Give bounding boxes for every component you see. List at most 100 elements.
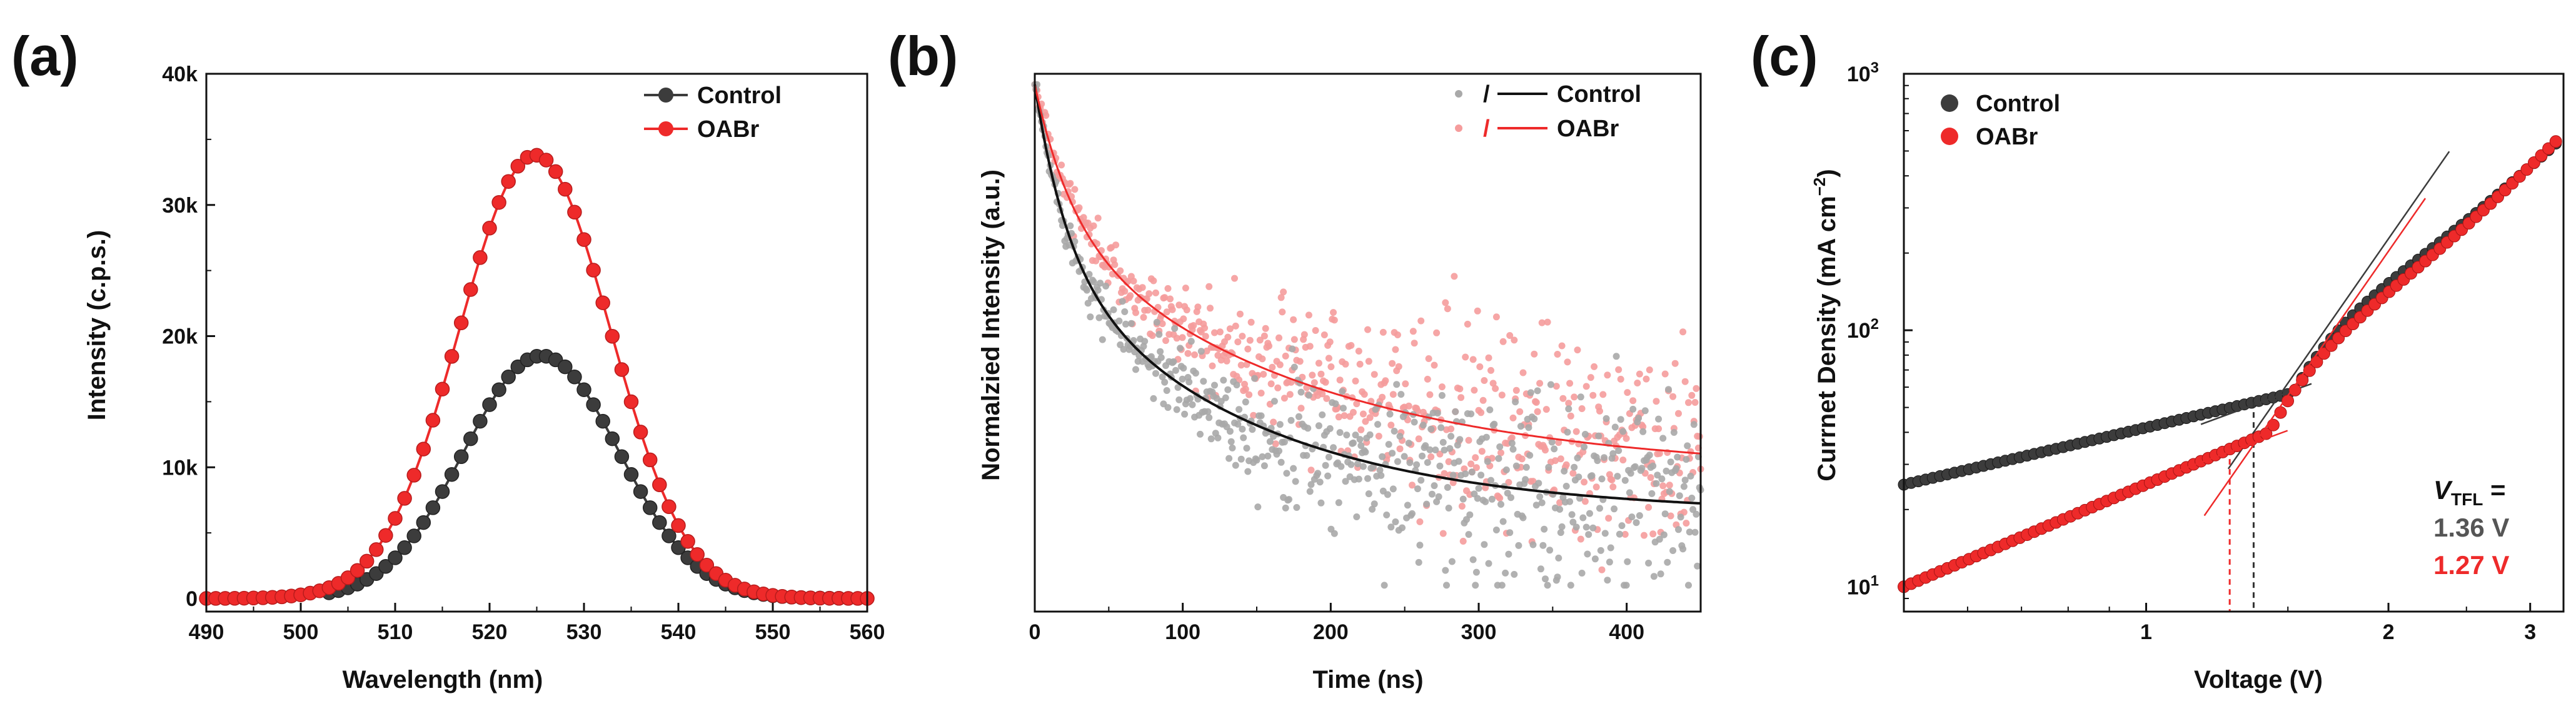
b-series-control-point bbox=[1415, 558, 1422, 566]
b-series-oabr-point bbox=[1173, 335, 1180, 342]
b-series-oabr-point bbox=[1534, 408, 1541, 415]
b-series-control-point bbox=[1122, 320, 1129, 328]
b-series-control-point bbox=[1611, 505, 1618, 513]
b-series-oabr-point bbox=[1191, 351, 1199, 358]
b-series-control-point bbox=[1266, 438, 1274, 445]
b-series-oabr-point bbox=[1389, 391, 1397, 398]
a-series-control-point bbox=[444, 466, 460, 482]
b-series-oabr-point bbox=[1392, 346, 1399, 353]
b-series-oabr-point bbox=[1444, 305, 1451, 313]
b-series-control-point bbox=[1635, 415, 1643, 422]
b-series-control-point bbox=[1459, 495, 1467, 503]
b-series-control-point bbox=[1404, 502, 1411, 509]
b-series-control-point bbox=[1656, 535, 1663, 543]
b-series-control-point bbox=[1676, 492, 1683, 500]
b-series-oabr-point bbox=[1655, 425, 1663, 433]
b-series-control-point bbox=[1631, 463, 1639, 470]
b-series-control-point bbox=[1287, 416, 1295, 424]
b-series-oabr-point bbox=[1162, 337, 1169, 345]
b-series-oabr-point bbox=[1482, 484, 1489, 492]
b-series-control-point bbox=[1541, 525, 1548, 533]
b-series-control-point bbox=[1401, 453, 1408, 460]
b-series-oabr-point bbox=[1207, 305, 1214, 312]
b-series-oabr-point bbox=[1342, 360, 1349, 368]
b-series-oabr-point bbox=[1169, 306, 1176, 313]
b-series-oabr-point bbox=[1216, 328, 1224, 336]
a-series-control-point bbox=[397, 540, 412, 555]
b-series-control-point bbox=[1251, 375, 1258, 382]
b-series-control-point bbox=[1214, 434, 1222, 441]
b-series-control-point bbox=[1205, 414, 1213, 421]
b-series-oabr-point bbox=[1336, 376, 1344, 384]
c-oabr-ohmic-fit-line bbox=[2176, 430, 2288, 472]
b-series-control-point bbox=[1472, 568, 1480, 576]
b-series-control-point bbox=[1664, 558, 1671, 566]
b-series-oabr-point bbox=[1152, 289, 1159, 296]
b-series-oabr-point bbox=[1379, 328, 1387, 336]
b-series-control-point bbox=[1243, 445, 1250, 452]
b-legend-oabr-label: OABr bbox=[1557, 116, 1619, 142]
a-series-oabr-point bbox=[473, 250, 488, 265]
b-series-control-point bbox=[1477, 472, 1485, 479]
b-series-control-point bbox=[1582, 523, 1590, 531]
b-series-control-point bbox=[1260, 462, 1268, 470]
a-series-control-point bbox=[482, 397, 497, 412]
a-series-oabr-point bbox=[605, 329, 620, 344]
b-series-oabr-point bbox=[1623, 435, 1630, 442]
b-x-tick-label: 200 bbox=[1313, 620, 1349, 644]
b-series-oabr-point bbox=[1472, 464, 1480, 472]
b-series-control-point bbox=[1187, 338, 1195, 345]
b-series-control-point bbox=[1547, 381, 1554, 388]
b-series-control-point bbox=[1285, 496, 1292, 503]
b-series-oabr-point bbox=[1609, 483, 1617, 491]
b-series-oabr-point bbox=[1431, 361, 1438, 369]
b-series-control-point bbox=[1432, 446, 1439, 453]
b-series-control-point bbox=[1277, 458, 1285, 466]
b-series-oabr-point bbox=[1505, 478, 1512, 486]
b-series-control-point bbox=[1342, 478, 1349, 485]
b-series-control-point bbox=[1132, 366, 1139, 373]
b-series-oabr-point bbox=[1646, 366, 1653, 373]
a-y-axis-title: Intensity (c.p.s.) bbox=[83, 230, 111, 421]
b-series-oabr-point bbox=[1287, 378, 1295, 386]
b-series-oabr-point bbox=[1456, 385, 1464, 393]
b-series-control-point bbox=[1234, 420, 1242, 428]
a-series-oabr-point bbox=[378, 528, 393, 543]
b-series-control-point bbox=[1357, 442, 1365, 450]
b-series-control-point bbox=[1319, 411, 1326, 418]
b-series-control-point bbox=[1509, 445, 1517, 453]
b-series-control-point bbox=[1127, 320, 1135, 327]
b-series-oabr-point bbox=[1565, 400, 1572, 407]
b-series-control-point bbox=[1192, 370, 1199, 377]
a-x-tick-label: 510 bbox=[378, 620, 413, 644]
b-series-oabr-point bbox=[1317, 370, 1325, 378]
b-series-control-point bbox=[1688, 495, 1696, 502]
b-series-oabr-point bbox=[1067, 179, 1074, 187]
b-series-oabr-point bbox=[1442, 299, 1449, 306]
b-series-control-point bbox=[1564, 428, 1571, 436]
b-series-control-point bbox=[1657, 570, 1664, 578]
b-series-control-point bbox=[1601, 530, 1609, 537]
b-series-control-point bbox=[1229, 444, 1236, 451]
b-series-control-point bbox=[1512, 462, 1520, 470]
b-series-oabr-point bbox=[1090, 222, 1097, 229]
b-series-control-point bbox=[1406, 459, 1414, 466]
a-legend-oabr-marker bbox=[658, 121, 673, 136]
b-series-control-point bbox=[1529, 541, 1537, 548]
b-series-oabr-point bbox=[1042, 112, 1050, 119]
c-legend-oabr-label: OABr bbox=[1976, 124, 2038, 150]
b-series-oabr-point bbox=[1331, 316, 1338, 324]
b-series-control-point bbox=[1343, 431, 1351, 439]
a-series-control-point bbox=[501, 370, 516, 385]
b-series-oabr-point bbox=[1489, 380, 1497, 387]
b-series-control-point bbox=[1383, 512, 1391, 518]
a-series-oabr-point bbox=[463, 282, 478, 297]
b-series-oabr-point bbox=[1436, 450, 1444, 458]
b-series-oabr-point bbox=[1589, 391, 1597, 399]
b-series-control-point bbox=[1233, 381, 1240, 389]
b-series-control-point bbox=[1414, 485, 1421, 493]
b-series-control-point bbox=[1685, 582, 1692, 589]
a-series-control-point bbox=[463, 431, 478, 446]
b-series-oabr-point bbox=[1161, 294, 1169, 301]
a-x-tick-label: 530 bbox=[566, 620, 602, 644]
